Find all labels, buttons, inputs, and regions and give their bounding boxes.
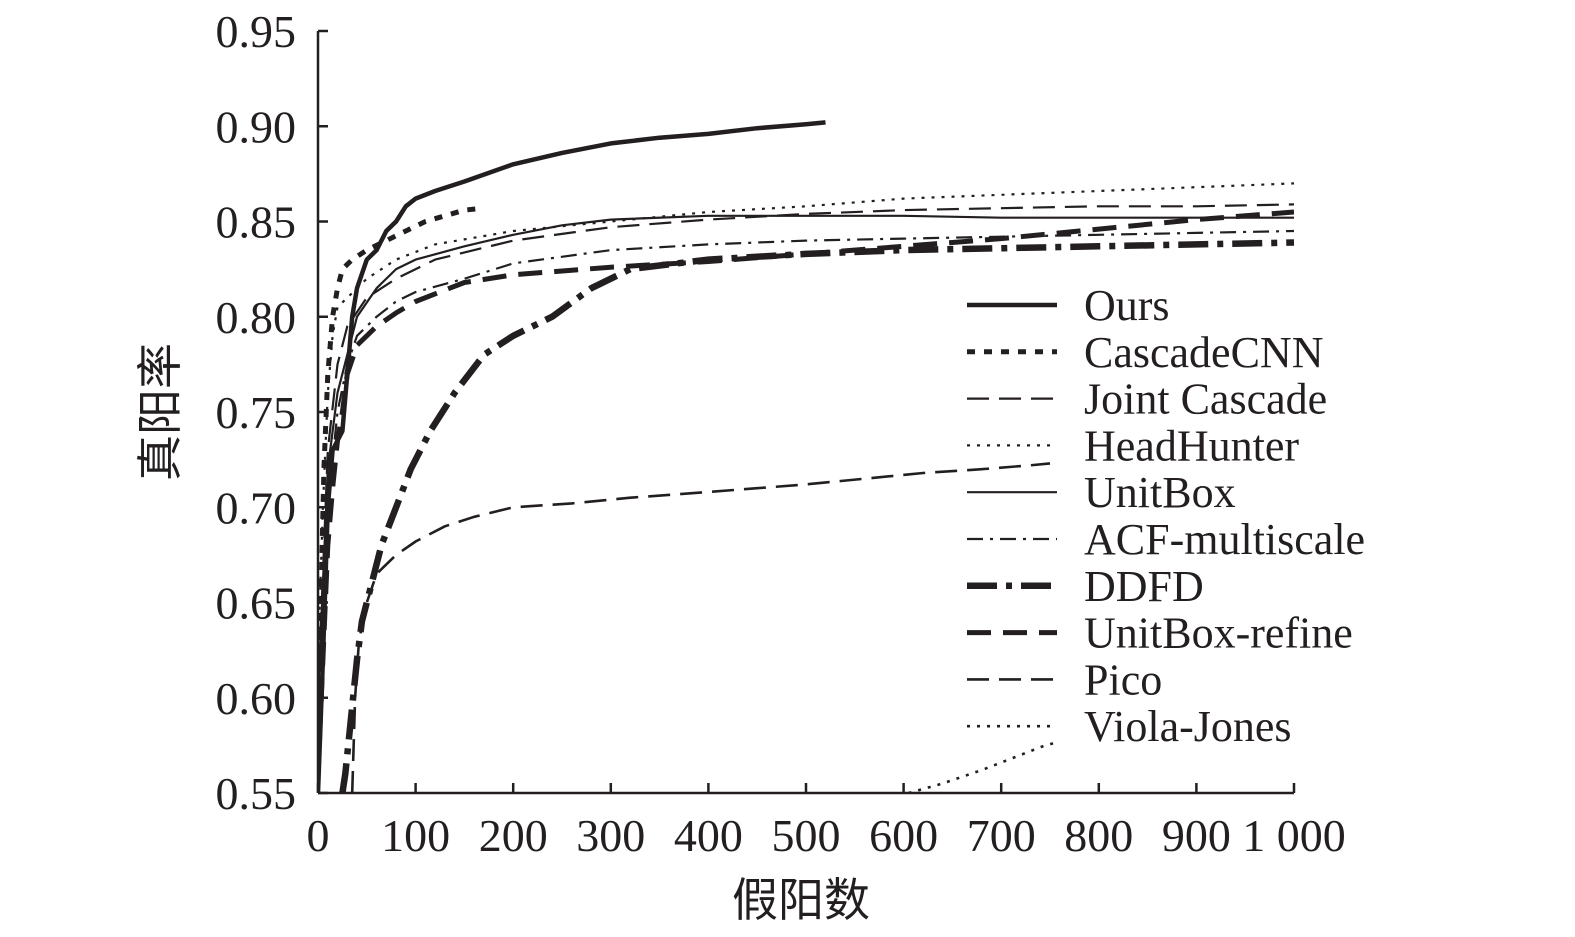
legend-label-viola-jones: Viola-Jones [1084, 702, 1292, 751]
series-line-headhunter [318, 182, 1294, 660]
x-tick-label: 0 [307, 810, 330, 861]
series-line-pico [350, 462, 1051, 793]
legend-label-headhunter: HeadHunter [1084, 421, 1299, 470]
x-axis-title: 假阳数 [732, 875, 870, 926]
y-tick-label: 0.60 [216, 673, 297, 724]
legend-label-acf-multiscale: ACF-multiscale [1084, 515, 1365, 564]
x-tick-label: 600 [869, 810, 938, 861]
x-tick-label: 400 [674, 810, 743, 861]
series-line-unitbox-refine [318, 209, 1294, 775]
legend-label-pico: Pico [1084, 655, 1162, 704]
legend-label-unitbox-refine: UnitBox-refine [1084, 609, 1353, 658]
y-tick-label: 0.95 [216, 6, 297, 57]
series-line-viola-jones [908, 740, 1061, 793]
series-line-cascadecnn [318, 205, 485, 774]
y-tick-label: 0.65 [216, 578, 297, 629]
x-tick-label: 300 [576, 810, 645, 861]
series-line-ours [318, 120, 826, 793]
x-tick-label: 900 [1162, 810, 1231, 861]
y-tick-label: 0.75 [216, 387, 297, 438]
y-tick-label: 0.80 [216, 292, 297, 343]
x-tick-label: 1 000 [1242, 810, 1346, 861]
x-tick-label: 700 [967, 810, 1036, 861]
y-tick-label: 0.55 [216, 768, 297, 819]
legend-label-ours: Ours [1084, 281, 1170, 330]
legend-label-joint-cascade: Joint Cascade [1084, 375, 1327, 424]
legend-label-ddfd: DDFD [1084, 562, 1204, 611]
series-line-joint-cascade [318, 203, 1294, 698]
x-tick-label: 100 [381, 810, 450, 861]
series-line-ddfd [339, 239, 1294, 793]
legend-label-cascadecnn: CascadeCNN [1084, 328, 1324, 377]
x-tick-label: 800 [1064, 810, 1133, 861]
series-lines [318, 120, 1294, 793]
series-line-unitbox [318, 214, 1294, 698]
y-tick-label: 0.85 [216, 197, 297, 248]
x-tick-label: 500 [772, 810, 841, 861]
y-axis-title: 真阳率 [135, 343, 186, 481]
x-tick-label: 200 [479, 810, 548, 861]
y-tick-label: 0.90 [216, 101, 297, 152]
y-tick-label: 0.70 [216, 482, 297, 533]
legend-label-unitbox: UnitBox [1084, 468, 1236, 517]
axes: 0.55 0.60 0.65 0.70 0.75 0.80 0.85 0.90 0.95 0 100… [216, 6, 1346, 861]
